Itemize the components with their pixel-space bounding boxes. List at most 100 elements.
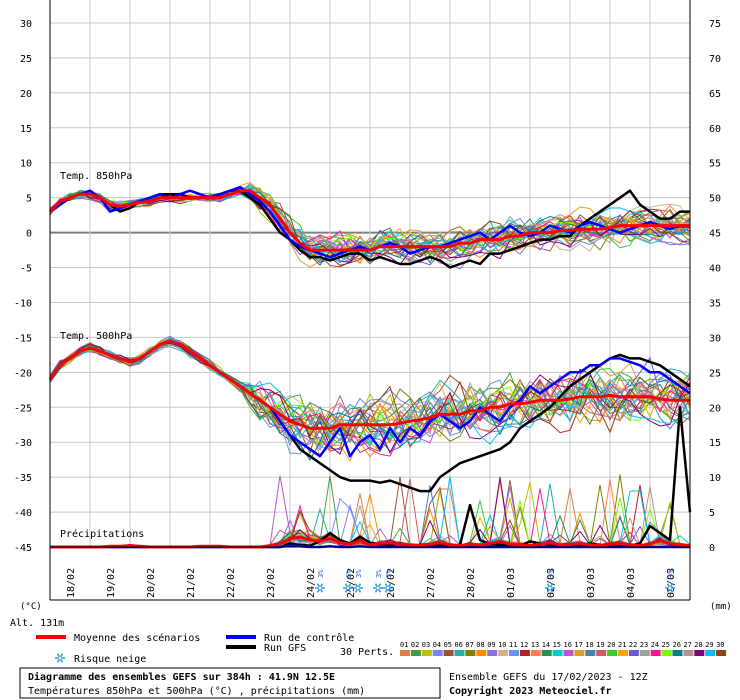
legend-perts-label: 30 Perts. bbox=[340, 647, 394, 658]
member-legend-label: 25 bbox=[662, 641, 670, 649]
x-axis-labels: 18/02 19/02 20/02 21/02 22/02 23/02 24/02 25/02… bbox=[66, 568, 677, 598]
chart-title: Diagramme des ensembles GEFS sur 384h : … bbox=[28, 671, 335, 683]
series-t850-mean bbox=[48, 189, 690, 252]
member-legend-label: 20 bbox=[607, 641, 615, 649]
snowflake-center bbox=[376, 586, 380, 590]
left-tick-label: 0 bbox=[26, 229, 32, 240]
left-tick-label: -5 bbox=[20, 264, 32, 275]
member-legend-swatch bbox=[432, 650, 443, 656]
x-tick-label: 01/03 bbox=[506, 568, 517, 598]
member-legend-label: 06 bbox=[455, 641, 463, 649]
copyright: Copyright 2023 Meteociel.fr bbox=[449, 685, 612, 697]
left-tick-label: 15 bbox=[20, 124, 32, 135]
member-legend-swatch bbox=[541, 650, 552, 656]
member-legend-swatch bbox=[639, 650, 650, 656]
snowflake-icon bbox=[55, 653, 65, 663]
right-tick-label: 50 bbox=[709, 194, 721, 205]
x-tick-label: 22/02 bbox=[226, 568, 237, 598]
legend-snow-label: Risque neige bbox=[74, 654, 146, 665]
snow-percent-label: 3% bbox=[317, 569, 325, 578]
legend-gfs-label: Run GFS bbox=[264, 643, 306, 654]
member-legend-label: 03 bbox=[422, 641, 430, 649]
snowflake-center bbox=[318, 586, 322, 590]
right-tick-label: 55 bbox=[709, 159, 721, 170]
snowflake-icon bbox=[373, 583, 383, 593]
member-legend-swatch bbox=[661, 650, 672, 656]
right-tick-label: 5 bbox=[709, 508, 715, 519]
series-t500-mean bbox=[48, 339, 690, 430]
member-legend-swatch bbox=[487, 650, 498, 656]
left-tick-label: 10 bbox=[20, 159, 32, 170]
snowflake-icon bbox=[353, 583, 363, 593]
snowflake-center bbox=[346, 586, 350, 590]
left-tick-label: -45 bbox=[14, 543, 32, 554]
right-tick-label: 20 bbox=[709, 403, 721, 414]
member-legend-label: 08 bbox=[476, 641, 484, 649]
member-legend-label: 04 bbox=[433, 641, 441, 649]
member-legend-swatch bbox=[410, 650, 421, 656]
panel-label-t500: Temp. 500hPa bbox=[60, 331, 132, 342]
member-legend: 01 02 03 04 05 06 07 08 09 10 11 12 13 14 15 16 17 18 19 20… bbox=[400, 641, 727, 656]
snowflake-center bbox=[58, 656, 62, 660]
right-tick-label: 35 bbox=[709, 298, 721, 309]
x-tick-label: 25/02 bbox=[346, 568, 357, 598]
right-tick-label: 75 bbox=[709, 19, 721, 30]
member-legend-label: 01 bbox=[400, 641, 408, 649]
right-tick-label: 65 bbox=[709, 89, 721, 100]
snow-percent-label: 3% bbox=[355, 569, 363, 578]
left-tick-label: 20 bbox=[20, 89, 32, 100]
member-legend-label: 11 bbox=[509, 641, 517, 649]
member-legend-label: 23 bbox=[640, 641, 648, 649]
right-tick-label: 0 bbox=[709, 543, 715, 554]
left-tick-label: -20 bbox=[14, 368, 32, 379]
left-tick-label: 5 bbox=[26, 194, 32, 205]
right-tick-label: 70 bbox=[709, 54, 721, 65]
member-legend-label: 29 bbox=[705, 641, 713, 649]
panel-label-t850: Temp. 850hPa bbox=[60, 171, 132, 182]
snowflake-icon bbox=[545, 583, 555, 593]
x-tick-label: 18/02 bbox=[66, 568, 77, 598]
x-tick-label: 20/02 bbox=[146, 568, 157, 598]
chart-subtitle: Températures 850hPa et 500hPa (°C) , pré… bbox=[28, 685, 365, 697]
member-legend-swatch bbox=[694, 650, 705, 656]
right-tick-label: 45 bbox=[709, 229, 721, 240]
right-tick-label: 15 bbox=[709, 438, 721, 449]
member-legend-swatch bbox=[509, 650, 519, 656]
member-legend-swatch bbox=[672, 650, 683, 656]
snowflake-center bbox=[548, 586, 552, 590]
member-legend-label: 15 bbox=[553, 641, 561, 649]
member-legend-label: 30 bbox=[716, 641, 724, 649]
member-legend-label: 16 bbox=[564, 641, 572, 649]
left-tick-label: -30 bbox=[14, 438, 32, 449]
plot-frame bbox=[49, 0, 691, 601]
member-legend-swatch bbox=[530, 650, 541, 656]
member-legend-swatch bbox=[476, 650, 487, 656]
left-tick-label: -10 bbox=[14, 298, 32, 309]
member-legend-label: 07 bbox=[465, 641, 473, 649]
left-unit-label: (°C) bbox=[20, 602, 42, 612]
member-legend-label: 09 bbox=[487, 641, 495, 649]
snowflake-icon bbox=[343, 583, 353, 593]
member-legend-swatch bbox=[454, 650, 465, 656]
member-legend-label: 10 bbox=[498, 641, 506, 649]
snow-percent-label: 3% bbox=[547, 569, 555, 578]
snow-percent-label: 6% bbox=[345, 569, 353, 578]
snow-percent-label: 3% bbox=[385, 569, 393, 578]
member-legend-swatch bbox=[574, 650, 585, 656]
right-tick-label: 10 bbox=[709, 473, 721, 484]
member-legend-label: 13 bbox=[531, 641, 539, 649]
member-legend-label: 24 bbox=[651, 641, 659, 649]
member-legend-label: 22 bbox=[629, 641, 637, 649]
right-tick-label: 40 bbox=[709, 264, 721, 275]
member-legend-swatch bbox=[716, 650, 727, 656]
snowflake-icon bbox=[383, 583, 393, 593]
member-legend-swatch bbox=[618, 650, 628, 656]
member-legend-swatch bbox=[585, 650, 596, 656]
member-legend-swatch bbox=[443, 650, 454, 656]
member-legend-label: 26 bbox=[673, 641, 681, 649]
snow-percent-label: 3% bbox=[375, 569, 383, 578]
member-legend-swatch bbox=[705, 650, 716, 656]
left-tick-label: 25 bbox=[20, 54, 32, 65]
